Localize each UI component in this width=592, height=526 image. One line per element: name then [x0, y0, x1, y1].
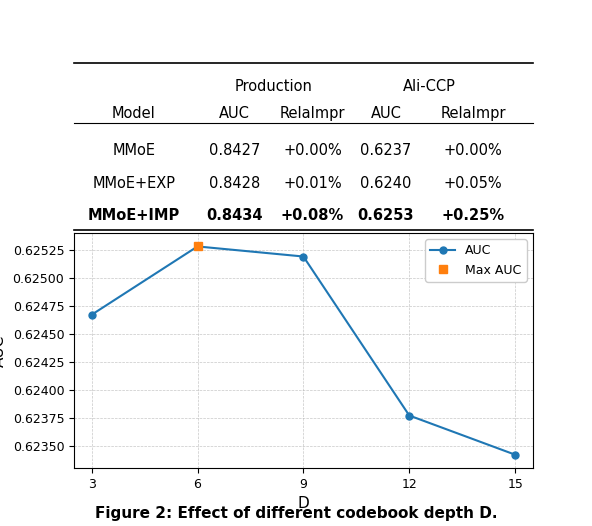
AUC — [88, 311, 95, 318]
Text: Ali-CCP: Ali-CCP — [403, 78, 456, 94]
Y-axis label: AUC: AUC — [0, 335, 7, 367]
Text: RelaImpr: RelaImpr — [440, 106, 506, 122]
Text: RelaImpr: RelaImpr — [280, 106, 345, 122]
Text: 0.6240: 0.6240 — [361, 176, 411, 191]
Line: AUC: AUC — [88, 243, 519, 458]
Text: +0.08%: +0.08% — [281, 208, 344, 223]
Text: 0.8434: 0.8434 — [207, 208, 263, 223]
Text: 0.6237: 0.6237 — [361, 144, 411, 158]
Text: 0.8428: 0.8428 — [209, 176, 260, 191]
X-axis label: D: D — [298, 497, 309, 511]
Text: Figure 2: Effect of different codebook depth D.: Figure 2: Effect of different codebook d… — [95, 505, 497, 521]
AUC — [194, 244, 201, 250]
Legend: AUC, Max AUC: AUC, Max AUC — [425, 239, 526, 281]
AUC — [406, 412, 413, 419]
Text: +0.25%: +0.25% — [442, 208, 505, 223]
Text: +0.00%: +0.00% — [283, 144, 342, 158]
Text: AUC: AUC — [219, 106, 250, 122]
Text: +0.00%: +0.00% — [444, 144, 503, 158]
Text: AUC: AUC — [371, 106, 401, 122]
Text: 0.6253: 0.6253 — [358, 208, 414, 223]
Text: 0.8427: 0.8427 — [209, 144, 260, 158]
Text: MMoE+IMP: MMoE+IMP — [88, 208, 180, 223]
Text: MMoE: MMoE — [112, 144, 155, 158]
Text: MMoE+EXP: MMoE+EXP — [92, 176, 175, 191]
AUC — [300, 254, 307, 260]
AUC — [511, 451, 519, 458]
Text: Production: Production — [234, 78, 313, 94]
Text: +0.05%: +0.05% — [444, 176, 503, 191]
Text: +0.01%: +0.01% — [283, 176, 342, 191]
Text: Model: Model — [112, 106, 156, 122]
